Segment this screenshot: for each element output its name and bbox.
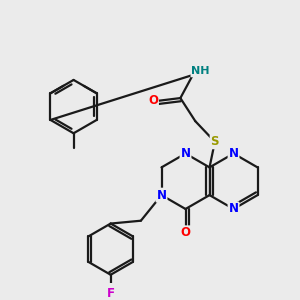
Text: O: O — [148, 94, 158, 107]
Text: N: N — [229, 202, 238, 215]
Text: O: O — [181, 226, 190, 239]
Text: N: N — [157, 189, 166, 202]
Text: NH: NH — [191, 66, 210, 76]
Text: F: F — [107, 287, 115, 300]
Text: N: N — [181, 147, 190, 160]
Text: S: S — [211, 135, 219, 148]
Text: N: N — [229, 147, 238, 160]
